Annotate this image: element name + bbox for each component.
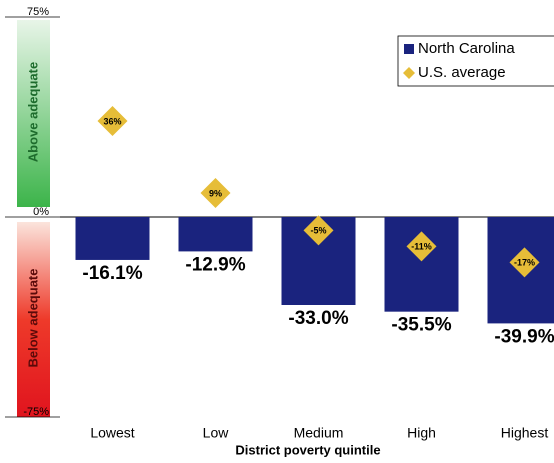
value-label: -33.0%: [288, 308, 348, 329]
y-tick-label: 0%: [33, 206, 49, 218]
bar: [384, 217, 459, 312]
diamond: [406, 231, 437, 262]
legend-marker: [403, 67, 415, 79]
value-label: -16.1%: [82, 263, 142, 284]
diamond: [303, 215, 334, 246]
above-band: [17, 20, 50, 207]
bar: [75, 217, 150, 260]
legend-box: [397, 35, 554, 87]
x-tick-label: Highest: [501, 425, 549, 441]
x-tick-label: Medium: [294, 425, 344, 441]
legend-marker: [404, 44, 414, 54]
value-label: -35.5%: [391, 315, 451, 336]
legend-label: North Carolina: [418, 40, 515, 57]
x-tick-label: High: [407, 425, 436, 441]
value-label: 9%: [209, 188, 222, 198]
value-label: -17%: [514, 258, 535, 268]
annotation: Above adequate: [25, 62, 40, 162]
legend-label: U.S. average: [418, 64, 506, 81]
value-label: 36%: [103, 116, 121, 126]
below-band: [17, 222, 50, 417]
y-tick-label: -75%: [23, 406, 49, 418]
value-label: -39.9%: [494, 326, 554, 347]
x-tick-label: Lowest: [90, 425, 134, 441]
x-axis-label: District poverty quintile: [235, 442, 380, 457]
bar: [178, 217, 253, 252]
annotation: Below adequate: [25, 269, 40, 368]
diamond: [97, 106, 128, 136]
y-tick-label: 75%: [27, 6, 49, 18]
value-label: -12.9%: [185, 254, 245, 275]
x-tick-label: Low: [203, 425, 230, 441]
diamond: [509, 247, 540, 278]
diamond: [200, 178, 231, 208]
value-label: -5%: [310, 226, 326, 236]
value-label: -11%: [411, 242, 432, 252]
